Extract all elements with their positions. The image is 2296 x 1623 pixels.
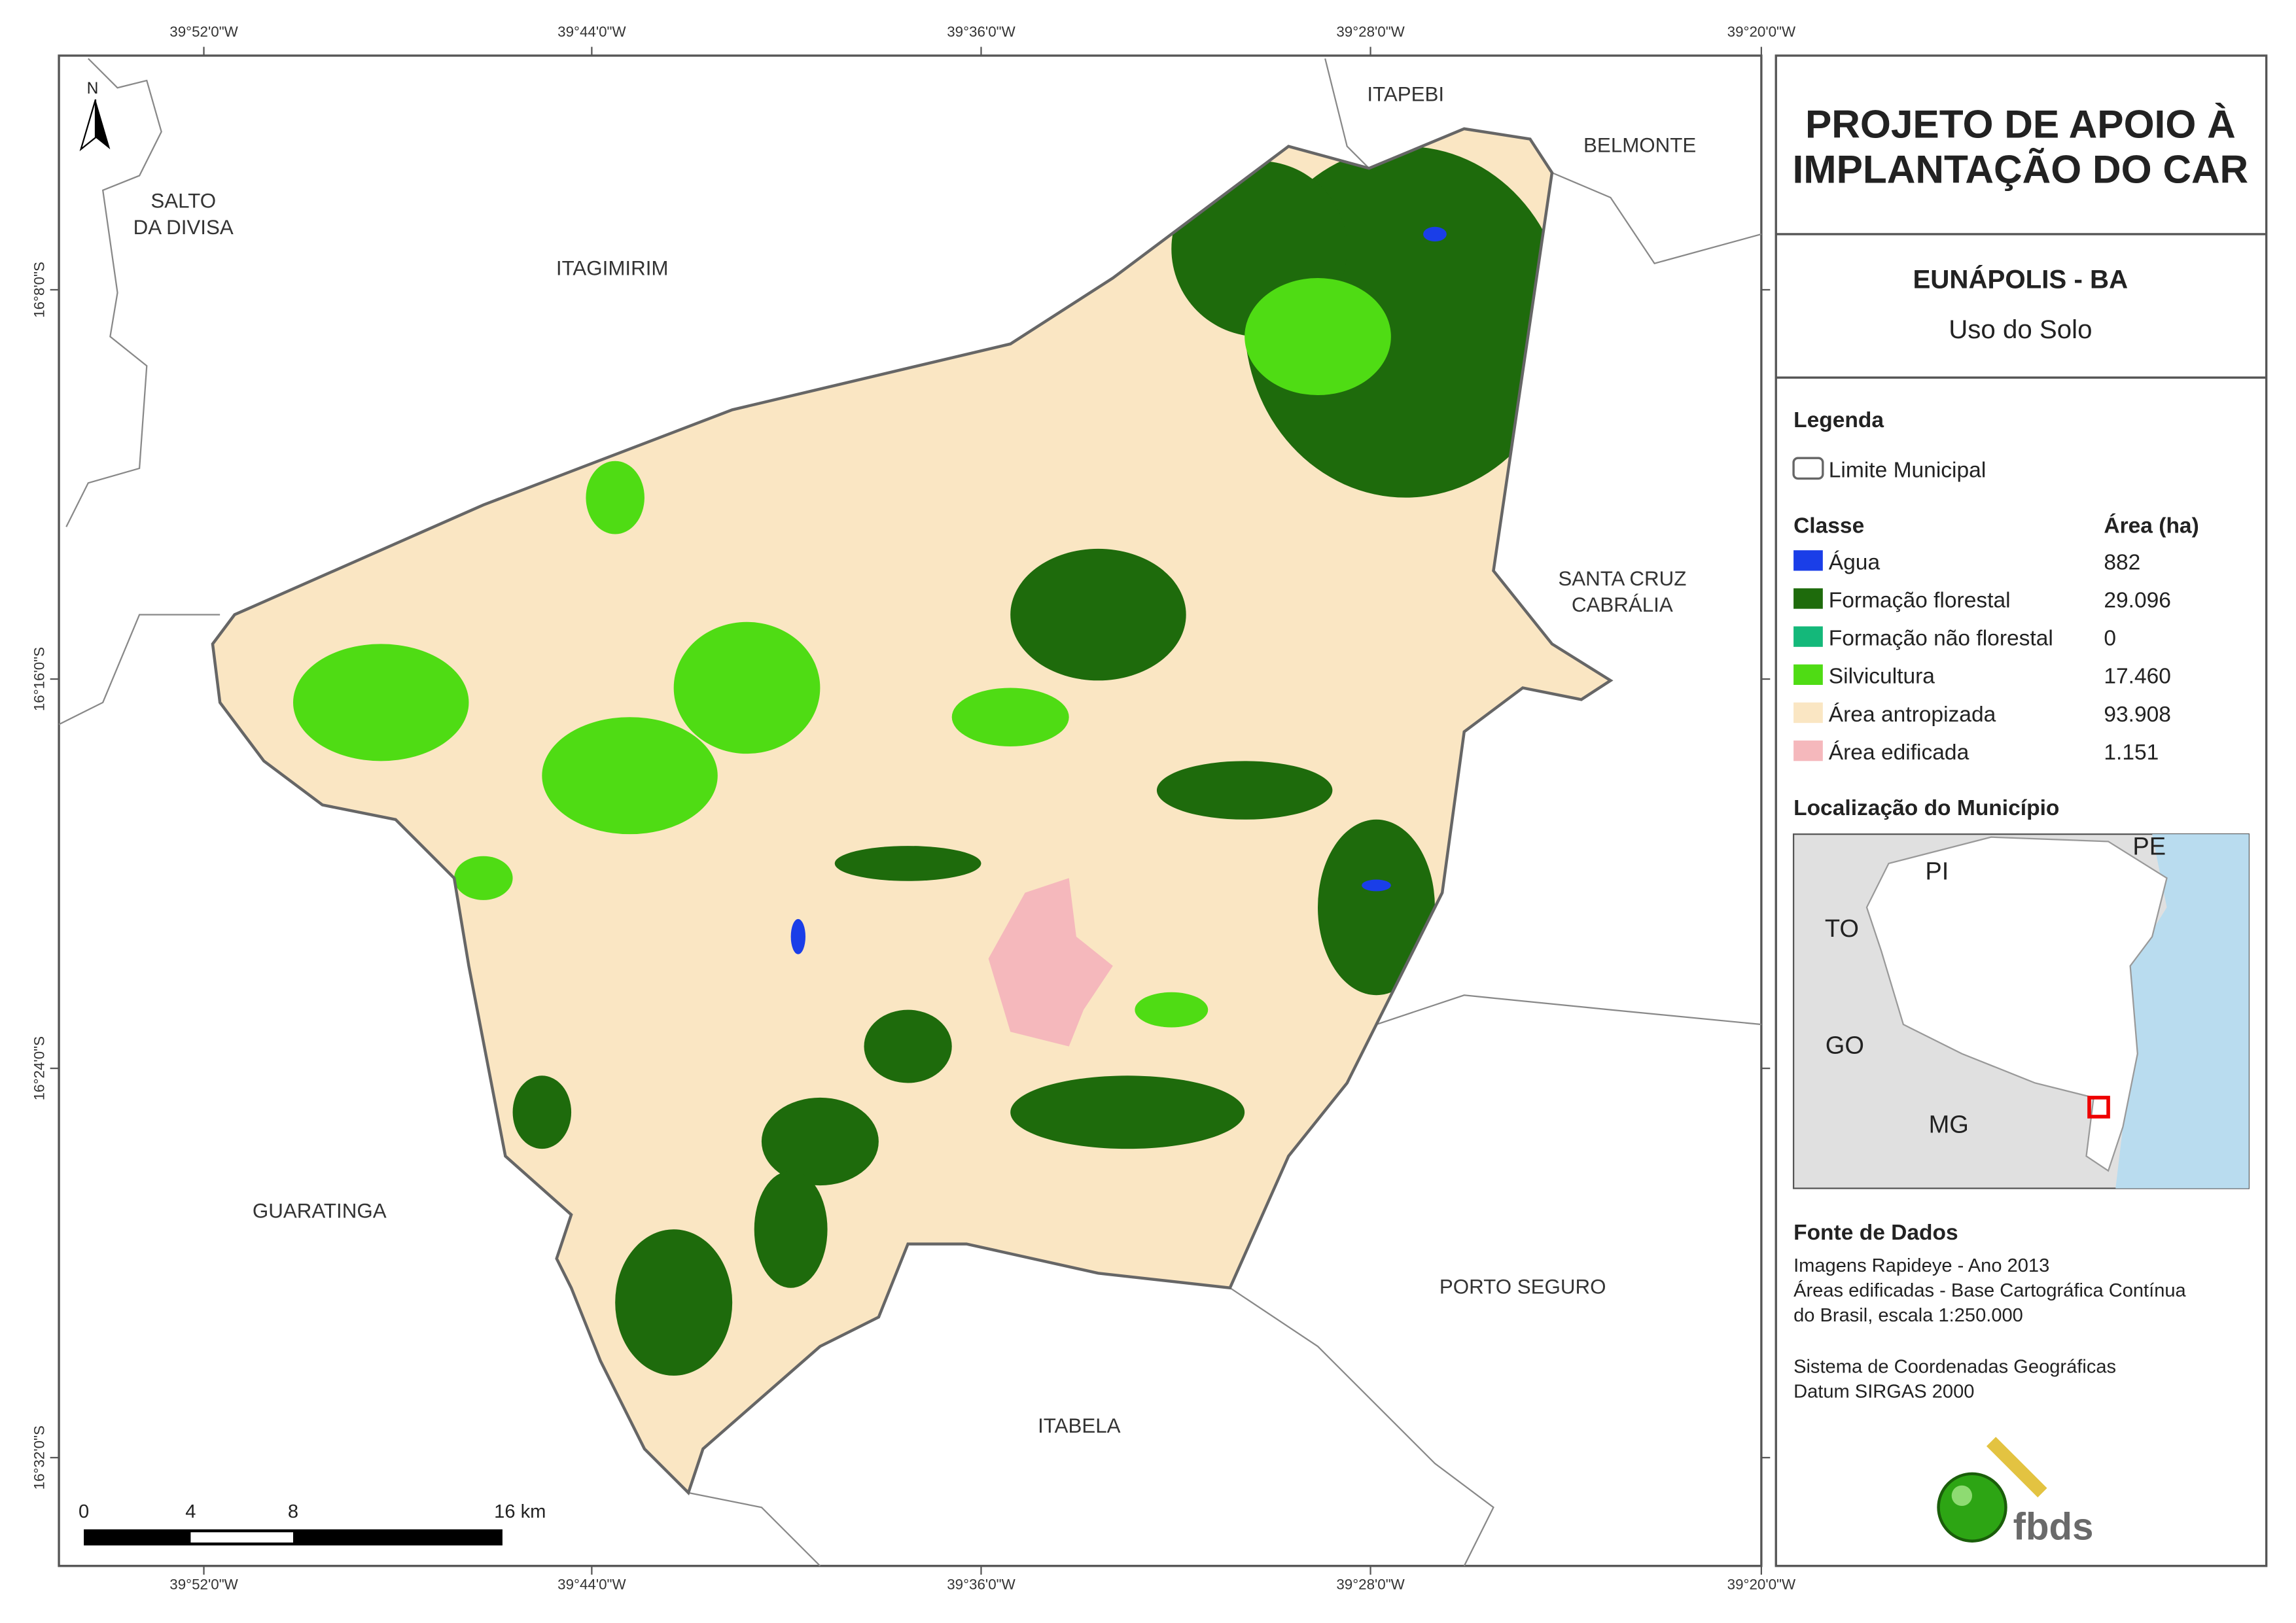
legend-area: 1.151 xyxy=(2104,741,2159,765)
longitude-label: 39°28'0"W xyxy=(1336,1577,1405,1593)
sources-title: Fonte de Dados xyxy=(1793,1221,1958,1245)
legend-class: Silvicultura xyxy=(1829,665,1935,689)
neighbor-boundaries xyxy=(58,58,1762,1567)
scale-label: 8 xyxy=(288,1501,298,1522)
longitude-label: 39°36'0"W xyxy=(947,1577,1016,1593)
location-title: Localização do Município xyxy=(1793,796,2059,820)
north-arrow: N xyxy=(79,80,111,152)
longitude-label: 39°44'0"W xyxy=(557,1577,626,1593)
legend-area: 17.460 xyxy=(2104,665,2171,689)
boundary xyxy=(1229,1287,1494,1567)
legend-area: 882 xyxy=(2104,550,2140,574)
neighbor-label: SANTA CRUZ xyxy=(1558,567,1686,590)
subtitle: Uso do Solo xyxy=(1949,315,2092,344)
title-line: IMPLANTAÇÃO DO CAR xyxy=(1792,147,2248,192)
class-header: Classe xyxy=(1793,514,1864,538)
source-line: Áreas edificadas - Base Cartográfica Con… xyxy=(1793,1280,2186,1301)
legend-class: Água xyxy=(1829,550,1881,574)
boundary xyxy=(688,1492,821,1567)
longitude-label: 39°36'0"W xyxy=(947,24,1016,40)
legend-title: Legenda xyxy=(1793,408,1884,432)
latitude-label: 16°16'0"S xyxy=(31,647,48,711)
legend-area: 29.096 xyxy=(2104,588,2171,612)
boundary-label: Limite Municipal xyxy=(1829,458,1987,482)
legend-area: 93.908 xyxy=(2104,703,2171,727)
source-line: Sistema de Coordenadas Geográficas xyxy=(1793,1356,2116,1377)
north-label: N xyxy=(87,80,99,97)
neighbor-label: CABRÁLIA xyxy=(1572,593,1673,616)
logo: fbds xyxy=(1937,1437,2094,1548)
location-inset xyxy=(1792,833,2250,1189)
title-line: PROJETO DE APOIO À xyxy=(1805,101,2236,146)
longitude-label: 39°28'0"W xyxy=(1336,24,1405,40)
neighbor-label: ITAPEBI xyxy=(1367,82,1444,105)
area-header: Área (ha) xyxy=(2104,513,2199,538)
municipality-name: EUNÁPOLIS - BA xyxy=(1913,265,2128,294)
legend-class: Área antropizada xyxy=(1829,703,1996,727)
state-label: PE xyxy=(2132,833,2166,860)
silviculture xyxy=(293,278,1391,1028)
legend-class: Área edificada xyxy=(1829,741,1969,765)
legend-swatch xyxy=(1793,664,1823,685)
latitude-label: 16°24'0"S xyxy=(31,1036,48,1100)
neighbor-label: BELMONTE xyxy=(1583,134,1696,157)
state-label: PI xyxy=(1925,858,1949,886)
legend-class: Formação não florestal xyxy=(1829,627,2053,651)
side-panel xyxy=(1775,54,2268,1567)
land-use xyxy=(293,146,1567,1376)
legend-swatch xyxy=(1793,702,1823,724)
source-line: Imagens Rapideye - Ano 2013 xyxy=(1793,1255,2049,1276)
longitude-label: 39°20'0"W xyxy=(1727,24,1796,40)
scale-label: 4 xyxy=(185,1501,196,1522)
legend-swatch xyxy=(1793,740,1823,761)
boundary xyxy=(1324,58,1370,169)
longitude-label: 39°20'0"W xyxy=(1727,1577,1796,1593)
boundary xyxy=(65,58,162,527)
neighbor-label: ITABELA xyxy=(1038,1414,1121,1437)
neighbor-label: SALTO xyxy=(150,190,216,213)
urban-area xyxy=(988,878,1113,1047)
boundary xyxy=(1551,171,1762,264)
boundary-swatch xyxy=(1792,457,1824,480)
longitude-label: 39°44'0"W xyxy=(557,24,626,40)
scale-label: 0 xyxy=(79,1501,89,1522)
neighbor-label: GUARATINGA xyxy=(253,1199,387,1222)
neighbor-label: PORTO SEGURO xyxy=(1439,1276,1606,1299)
boundary xyxy=(1376,994,1761,1026)
state-label: GO xyxy=(1826,1032,1864,1060)
longitude-label: 39°52'0"W xyxy=(169,24,238,40)
logo-text: fbds xyxy=(2013,1505,2094,1548)
scale-label: 16 km xyxy=(494,1501,546,1522)
latitude-label: 16°32'0"S xyxy=(31,1425,48,1490)
scale-bar xyxy=(84,1529,503,1546)
source-line: do Brasil, escala 1:250.000 xyxy=(1793,1305,2023,1326)
neighbor-label: ITAGIMIRIM xyxy=(556,257,669,280)
legend-swatch xyxy=(1793,550,1823,571)
water xyxy=(790,226,1447,954)
legend-class: Formação florestal xyxy=(1829,588,2011,612)
boundary xyxy=(58,614,221,725)
neighbor-label: DA DIVISA xyxy=(133,216,234,239)
longitude-label: 39°52'0"W xyxy=(169,1577,238,1593)
state-label: TO xyxy=(1825,915,1859,943)
legend-swatch xyxy=(1793,588,1823,609)
legend-swatch xyxy=(1793,626,1823,647)
legend-area: 0 xyxy=(2104,627,2116,651)
latitude-label: 16°8'0"S xyxy=(31,262,48,318)
source-line: Datum SIRGAS 2000 xyxy=(1793,1381,1974,1402)
state-label: MG xyxy=(1929,1111,1969,1139)
